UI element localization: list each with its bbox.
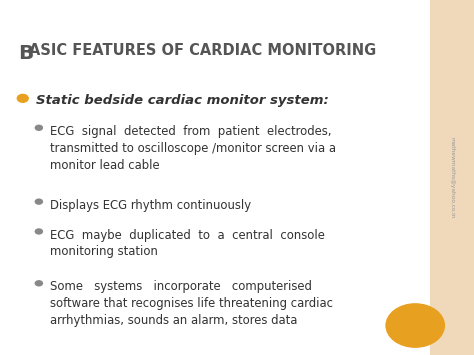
Circle shape [35,198,43,205]
FancyBboxPatch shape [430,0,474,355]
Text: Displays ECG rhythm continuously: Displays ECG rhythm continuously [50,199,251,212]
Text: Some   systems   incorporate   computerised
software that recognises life threat: Some systems incorporate computerised so… [50,280,333,327]
Text: ECG  maybe  duplicated  to  a  central  console
monitoring station: ECG maybe duplicated to a central consol… [50,229,325,258]
Text: mathewmaths@yahoo.co.in: mathewmaths@yahoo.co.in [449,137,454,218]
Circle shape [35,125,43,131]
Text: ASIC FEATURES OF CARDIAC MONITORING: ASIC FEATURES OF CARDIAC MONITORING [29,43,377,58]
Text: ECG  signal  detected  from  patient  electrodes,
transmitted to oscilloscope /m: ECG signal detected from patient electro… [50,125,336,171]
Circle shape [35,228,43,235]
Circle shape [17,94,29,103]
Circle shape [35,280,43,286]
Circle shape [385,303,445,348]
Text: Static bedside cardiac monitor system:: Static bedside cardiac monitor system: [36,94,328,107]
Text: B: B [18,44,33,64]
